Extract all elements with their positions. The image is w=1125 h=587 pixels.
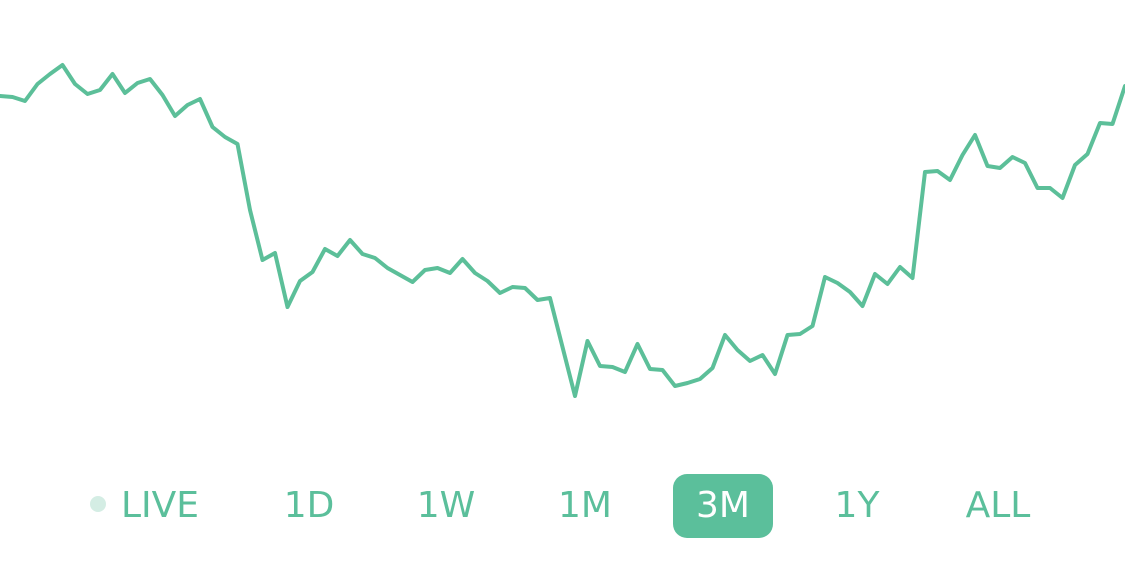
range-button[interactable]: 1W: [417, 485, 476, 526]
range-button[interactable]: 1M: [558, 485, 612, 526]
range-button[interactable]: 1Y: [835, 485, 881, 526]
live-dot: [90, 496, 106, 512]
range-button[interactable]: ALL: [966, 485, 1031, 526]
range-button[interactable]: 1D: [284, 485, 335, 526]
live-button[interactable]: LIVE: [121, 485, 199, 526]
price-line: [0, 63, 1125, 398]
range-button[interactable]: 3M: [696, 485, 750, 526]
selected-pill: [673, 474, 773, 538]
